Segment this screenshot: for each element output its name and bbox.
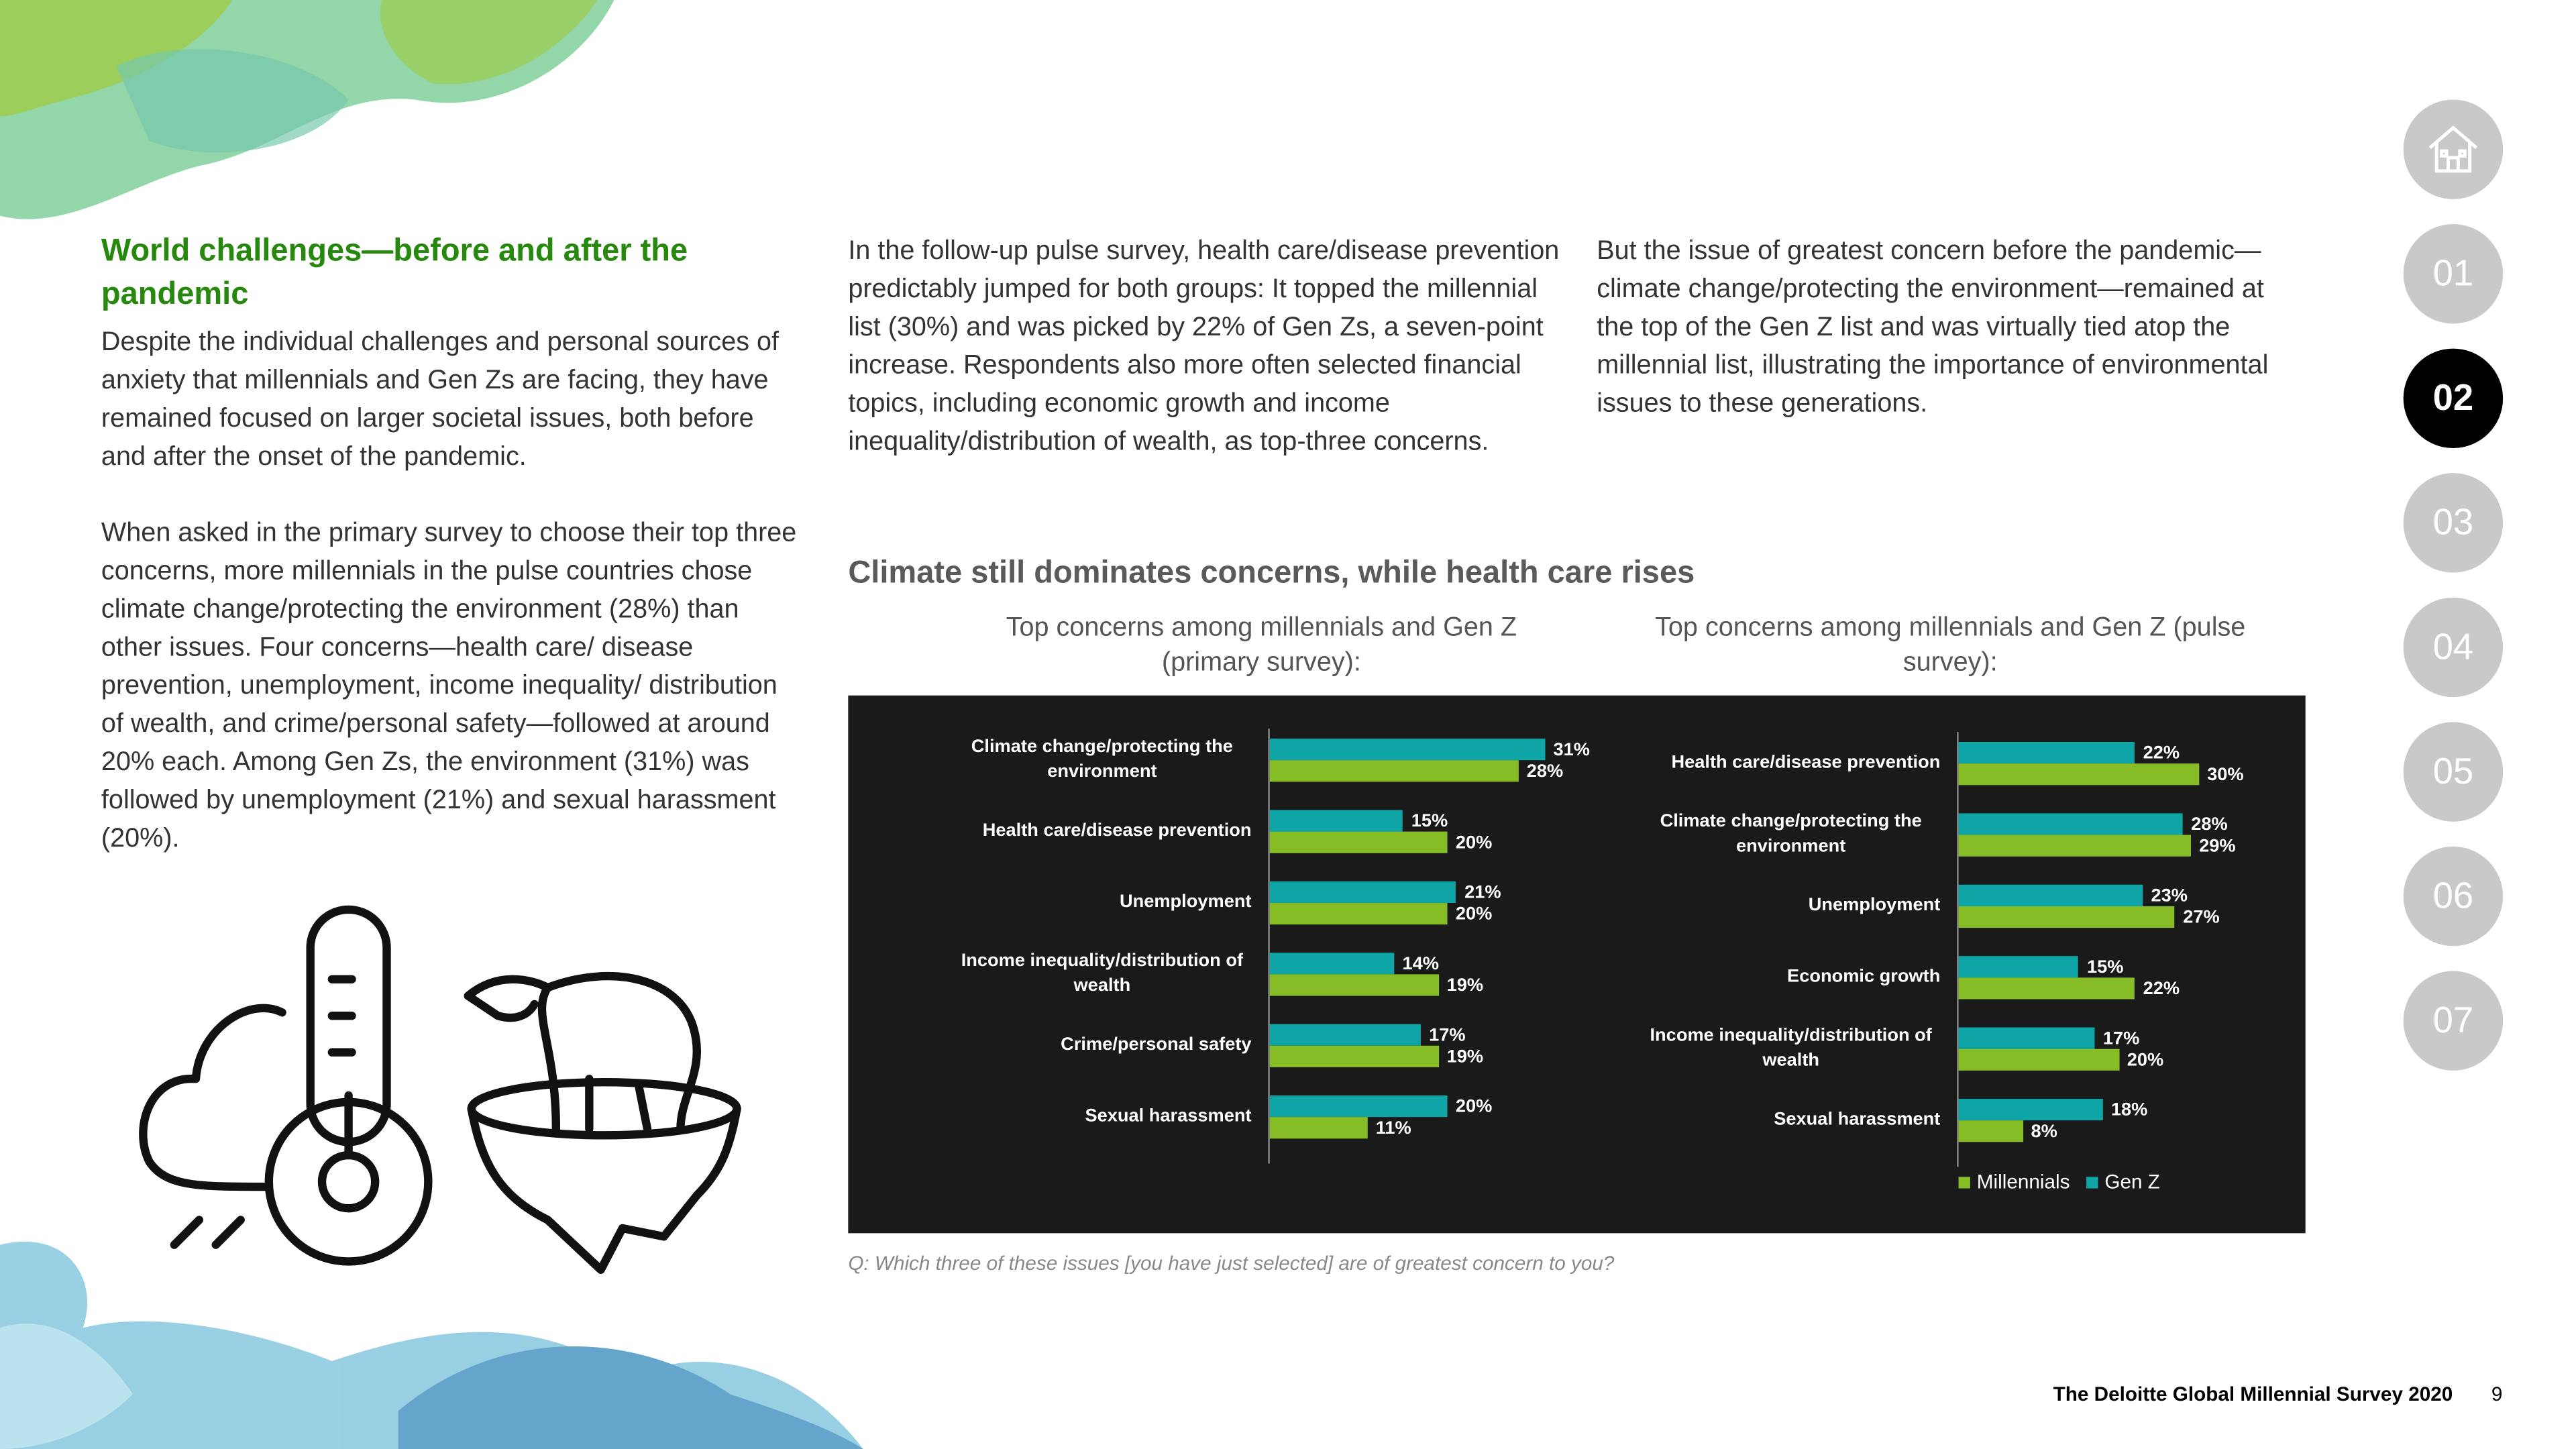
- legend-swatch: [2086, 1175, 2098, 1188]
- value-label: 21%: [1464, 882, 1501, 902]
- bar: [1269, 831, 1448, 853]
- home-button[interactable]: [2403, 99, 2504, 199]
- nav-button[interactable]: 04: [2403, 597, 2504, 698]
- category-label: Economic growth: [1787, 967, 1941, 987]
- value-label: 17%: [1429, 1024, 1466, 1045]
- value-label: 20%: [1455, 904, 1493, 924]
- axis-line: [1957, 732, 1959, 1167]
- value-label: 14%: [1402, 953, 1439, 974]
- paragraph: But the issue of greatest concern before…: [1597, 237, 2269, 419]
- category-label: Unemployment: [1119, 892, 1252, 912]
- bar: [1958, 1049, 2119, 1071]
- nav-button[interactable]: 02: [2403, 348, 2504, 449]
- value-label: 20%: [1455, 1096, 1493, 1116]
- bar: [1269, 974, 1439, 996]
- bar: [1958, 813, 2183, 835]
- value-label: 8%: [2031, 1121, 2057, 1142]
- category-label: Climate change/protecting the environmen…: [1660, 811, 1922, 857]
- footer-title: The Deloitte Global Millennial Survey 20…: [2053, 1383, 2453, 1406]
- value-label: 22%: [2143, 978, 2180, 999]
- value-label: 20%: [1455, 832, 1493, 853]
- bar: [1269, 1095, 1448, 1118]
- bar: [1958, 884, 2143, 906]
- legend-label: Millennials: [1976, 1170, 2070, 1193]
- bar: [1958, 1098, 2103, 1121]
- paragraph: When asked in the primary survey to choo…: [101, 519, 797, 853]
- legend-swatch: [1958, 1175, 1970, 1188]
- bar: [1958, 763, 2199, 786]
- value-label: 15%: [2087, 957, 2124, 977]
- value-label: 31%: [1553, 739, 1591, 759]
- category-label: Unemployment: [1808, 895, 1941, 916]
- nav-button[interactable]: 06: [2403, 846, 2504, 947]
- bar: [1958, 906, 2175, 928]
- bar: [1269, 810, 1403, 832]
- value-label: 19%: [1446, 975, 1484, 996]
- chart-subtitle: Top concerns among millennials and Gen Z…: [1006, 614, 1517, 678]
- bar: [1958, 956, 2079, 978]
- page-number: 9: [2491, 1383, 2503, 1406]
- value-label: 18%: [2110, 1099, 2148, 1120]
- bar: [1269, 1045, 1439, 1067]
- nav-button[interactable]: 07: [2403, 971, 2504, 1071]
- bar: [1269, 760, 1519, 782]
- axis-line: [1268, 729, 1270, 1164]
- category-label: Sexual harassment: [1774, 1110, 1941, 1130]
- nav-button[interactable]: 03: [2403, 473, 2504, 573]
- value-label: 29%: [2199, 835, 2236, 856]
- bar: [1958, 977, 2135, 1000]
- category-label: Income inequality/distribution of wealth: [961, 951, 1244, 996]
- bar: [1958, 835, 2191, 857]
- figure-title: Climate still dominates concerns, while …: [848, 555, 1695, 591]
- column-1: World challenges—before and after the pa…: [101, 231, 798, 858]
- nav-button[interactable]: 05: [2403, 722, 2504, 822]
- value-label: 30%: [2207, 764, 2244, 785]
- legend-item: Gen Z: [2086, 1170, 2160, 1193]
- bar: [1958, 741, 2135, 764]
- bar: [1269, 1024, 1421, 1046]
- bar: [1958, 1027, 2095, 1049]
- nav-button[interactable]: 01: [2403, 224, 2504, 324]
- legend-label: Gen Z: [2104, 1170, 2160, 1193]
- value-label: 15%: [1411, 810, 1448, 831]
- bar: [1269, 739, 1546, 761]
- value-label: 23%: [2151, 885, 2188, 906]
- category-label: Income inequality/distribution of wealth: [1650, 1026, 1932, 1071]
- value-label: 17%: [2102, 1028, 2140, 1049]
- value-label: 19%: [1446, 1046, 1484, 1067]
- category-label: Health care/disease prevention: [982, 820, 1252, 841]
- category-label: Climate change/protecting the environmen…: [971, 737, 1233, 782]
- heading: World challenges—before and after the pa…: [101, 233, 688, 313]
- bar: [1269, 953, 1395, 975]
- chart-panel: Climate change/protecting the environmen…: [848, 695, 2306, 1234]
- bar: [1269, 902, 1448, 925]
- paragraph: Despite the individual challenges and pe…: [101, 328, 780, 472]
- paragraph: In the follow-up pulse survey, health ca…: [848, 237, 1560, 457]
- bar: [1958, 1120, 2023, 1142]
- value-label: 27%: [2183, 907, 2220, 927]
- value-label: 20%: [2127, 1049, 2164, 1070]
- value-label: 28%: [1526, 761, 1564, 782]
- value-label: 11%: [1375, 1118, 1411, 1138]
- footnote: Q: Which three of these issues [you have…: [848, 1251, 1615, 1275]
- value-label: 28%: [2191, 814, 2228, 835]
- bar: [1269, 1117, 1368, 1139]
- legend-item: Millennials: [1958, 1170, 2070, 1193]
- chart-subtitle: Top concerns among millennials and Gen Z…: [1655, 614, 2246, 678]
- home-icon: [2428, 125, 2478, 173]
- category-label: Health care/disease prevention: [1671, 753, 1941, 773]
- bar: [1269, 881, 1456, 903]
- value-label: 22%: [2143, 743, 2180, 763]
- category-label: Sexual harassment: [1085, 1106, 1252, 1126]
- category-label: Crime/personal safety: [1061, 1034, 1252, 1055]
